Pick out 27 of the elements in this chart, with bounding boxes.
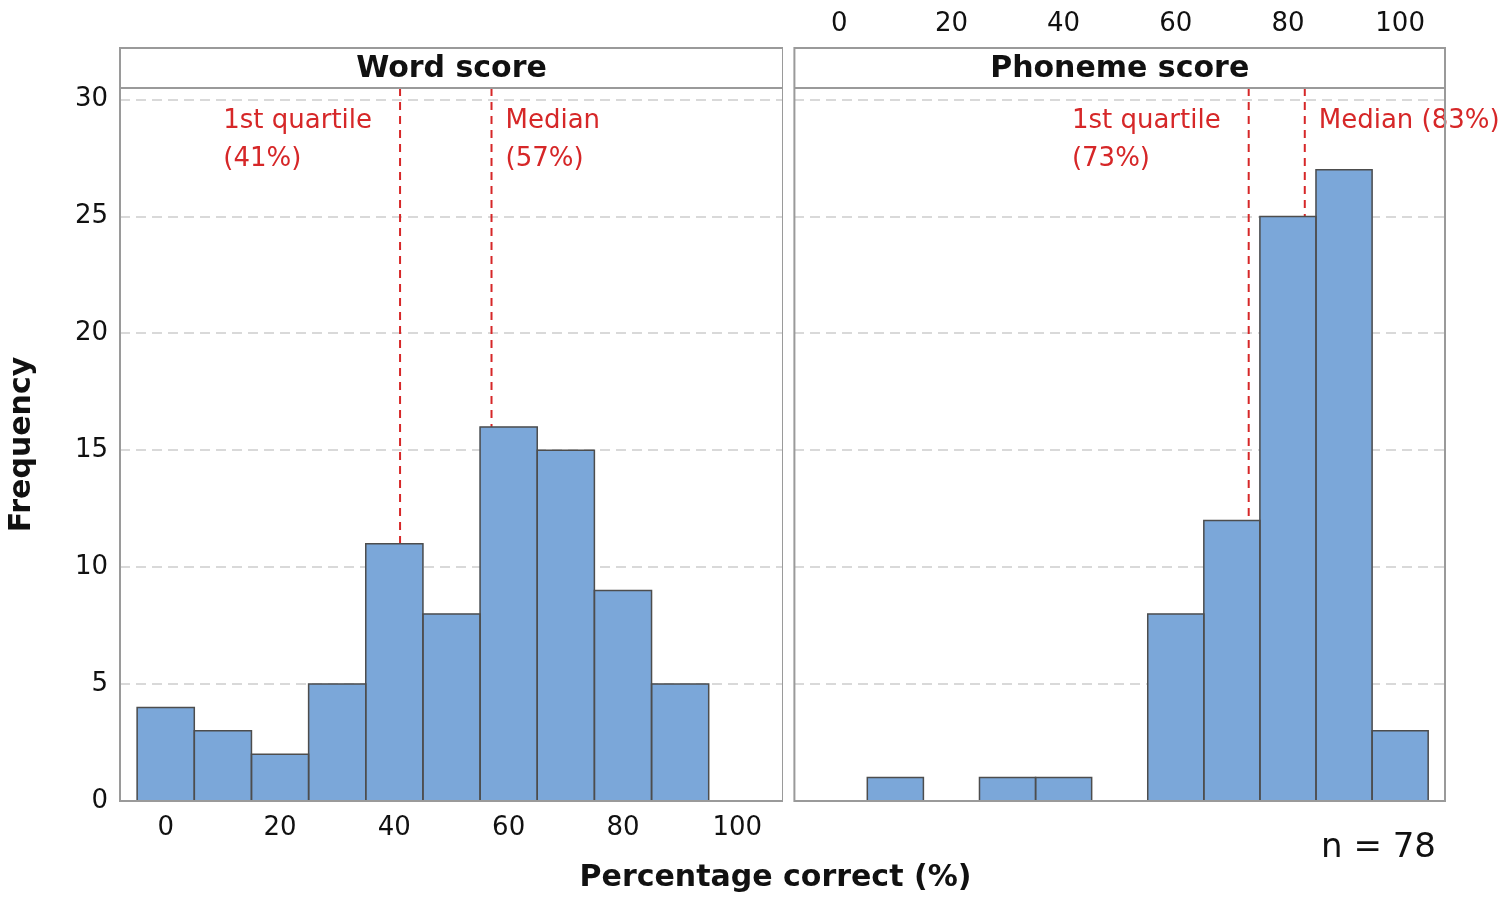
x-axis-title: Percentage correct (%) [579, 858, 972, 893]
x-tick-label: 100 [1375, 7, 1425, 38]
chart-title: Phoneme score [990, 48, 1250, 84]
x-tick-label: 40 [1047, 7, 1081, 38]
y-axis-title: Frequency [1, 356, 37, 533]
x-tick-label: 100 [712, 811, 763, 842]
chart-title: Word score [356, 48, 547, 84]
y-tick-label: 5 [91, 666, 108, 697]
x-tick-label: 60 [1159, 7, 1193, 38]
y-tick-label: 15 [74, 433, 108, 464]
x-tick-label: 40 [377, 811, 411, 842]
x-tick-label: 20 [934, 7, 968, 38]
x-tick-label: 20 [263, 811, 297, 842]
ref-line-label: Median (57%) [505, 103, 601, 172]
y-tick-label: 20 [74, 316, 108, 347]
y-tick-label: 10 [74, 549, 108, 580]
y-tick-label: 0 [91, 783, 108, 814]
x-tick-label: 0 [157, 811, 174, 842]
x-tick-label: 80 [606, 811, 640, 842]
x-tick-label: 80 [1271, 7, 1305, 38]
ref-line-label: 1st quartile (73%) [1071, 103, 1221, 172]
text: n = 78 [1321, 825, 1436, 865]
ref-line-label: 1st quartile (41%) [223, 103, 373, 172]
x-tick-label: 0 [831, 7, 848, 38]
y-tick-label: 30 [74, 82, 108, 113]
y-tick-label: 25 [74, 199, 108, 230]
x-tick-label: 60 [492, 811, 526, 842]
